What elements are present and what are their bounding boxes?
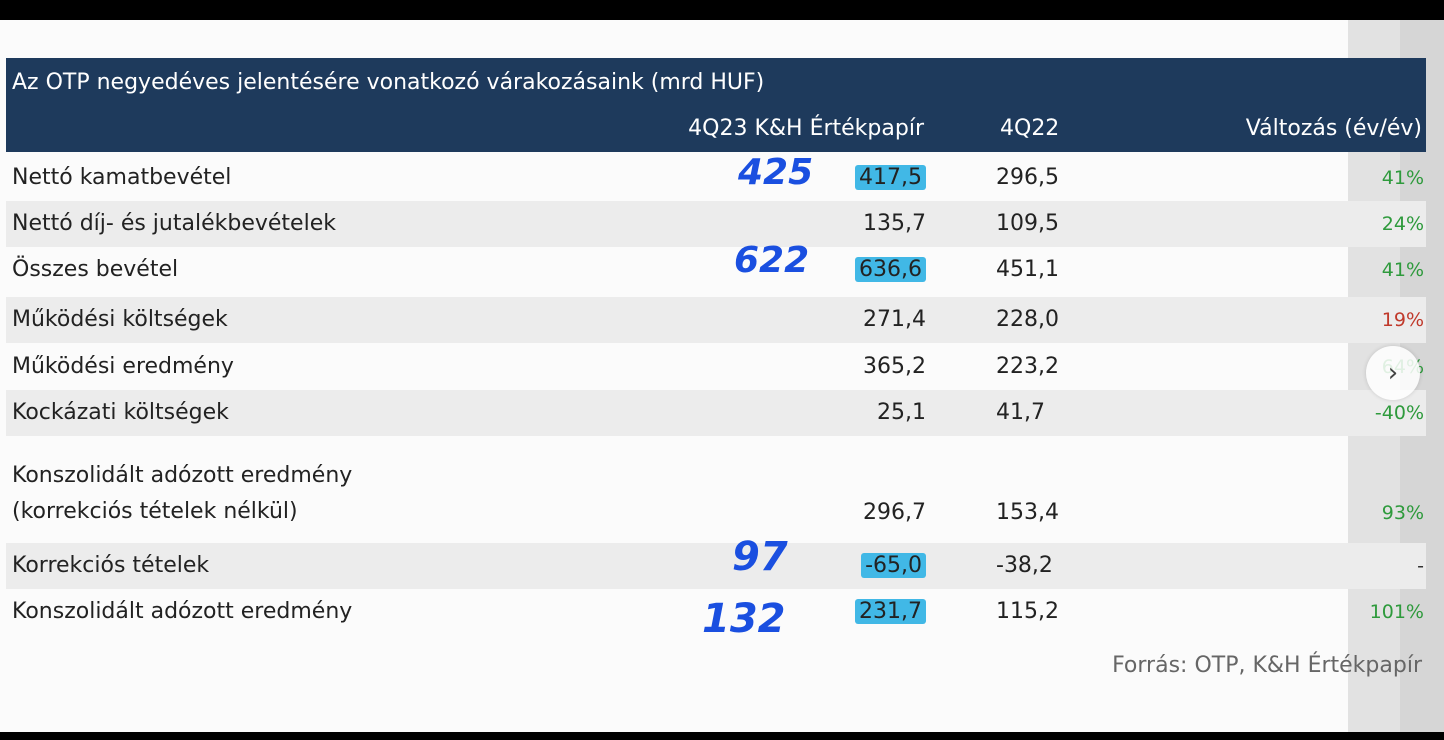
source-note: Forrás: OTP, K&H Értékpapír — [1112, 653, 1422, 678]
table-row: Korrekciós tételek -65,0 -38,2 - — [6, 543, 1426, 589]
prior-cell: 223,2 — [996, 354, 1059, 379]
next-button[interactable]: › — [1366, 346, 1420, 400]
row-label: Működési eredmény — [12, 354, 234, 379]
column-header-prior: 4Q22 — [1000, 116, 1060, 141]
estimate-cell: 365,2 — [863, 354, 926, 379]
handwritten-note: 132 — [702, 596, 786, 642]
prior-cell: 153,4 — [996, 500, 1059, 525]
row-label-line2: (korrekciós tételek nélkül) — [12, 499, 298, 524]
estimate-cell: 25,1 — [877, 400, 926, 425]
prior-cell: 296,5 — [996, 165, 1059, 190]
row-label: Kockázati költségek — [12, 400, 229, 425]
change-cell: 24% — [1381, 213, 1424, 235]
estimate-cell: 417,5 — [855, 165, 926, 190]
change-cell: - — [1417, 555, 1424, 577]
change-cell: 93% — [1381, 502, 1424, 524]
table-row: Működési költségek 271,4 228,0 19% — [6, 297, 1426, 343]
row-label: Összes bevétel — [12, 257, 179, 282]
change-cell: -40% — [1374, 402, 1424, 424]
table-row: Konszolidált adózott eredmény 231,7 115,… — [6, 589, 1426, 635]
table-row: Összes bevétel 636,6 451,1 41% — [6, 247, 1426, 293]
prior-cell: 451,1 — [996, 257, 1059, 282]
prior-cell: -38,2 — [996, 553, 1053, 578]
chevron-right-icon: › — [1387, 358, 1399, 388]
column-header-change: Változás (év/év) — [1245, 116, 1422, 141]
handwritten-note: 622 — [734, 240, 810, 281]
prior-cell: 109,5 — [996, 211, 1059, 236]
estimate-cell: -65,0 — [861, 553, 926, 578]
prior-cell: 115,2 — [996, 599, 1059, 624]
prior-cell: 228,0 — [996, 307, 1059, 332]
row-label: Nettó díj- és jutalékbevételek — [12, 211, 336, 236]
row-label: Konszolidált adózott eredmény — [12, 599, 353, 624]
row-label: Működési költségek — [12, 307, 228, 332]
bottom-bar — [0, 732, 1444, 740]
row-label: Nettó kamatbevétel — [12, 165, 232, 190]
table-row: Konszolidált adózott eredmény (korrekció… — [6, 450, 1426, 536]
estimate-cell: 231,7 — [855, 599, 926, 624]
prior-cell: 41,7 — [996, 400, 1045, 425]
table-row: Nettó kamatbevétel 417,5 296,5 41% — [6, 155, 1426, 201]
row-label: Korrekciós tételek — [12, 553, 210, 578]
table-title: Az OTP negyedéves jelentésére vonatkozó … — [12, 70, 765, 95]
table-row: Kockázati költségek 25,1 41,7 -40% — [6, 390, 1426, 436]
table-header: Az OTP negyedéves jelentésére vonatkozó … — [6, 58, 1426, 152]
change-cell: 101% — [1369, 601, 1424, 623]
estimate-cell: 135,7 — [863, 211, 926, 236]
handwritten-note: 425 — [738, 152, 814, 193]
handwritten-note: 97 — [732, 534, 788, 580]
change-cell: 41% — [1381, 167, 1424, 189]
row-label: Konszolidált adózott eredmény (korrekció… — [12, 458, 352, 530]
change-cell: 19% — [1381, 309, 1424, 331]
top-bar — [0, 0, 1444, 20]
row-label-line1: Konszolidált adózott eredmény — [12, 463, 353, 488]
table-row: Működési eredmény 365,2 223,2 64% — [6, 344, 1426, 390]
table-row: Nettó díj- és jutalékbevételek 135,7 109… — [6, 201, 1426, 247]
estimate-cell: 296,7 — [863, 500, 926, 525]
change-cell: 41% — [1381, 259, 1424, 281]
estimate-cell: 271,4 — [863, 307, 926, 332]
column-header-estimate: 4Q23 K&H Értékpapír — [688, 116, 924, 141]
estimate-cell: 636,6 — [855, 257, 926, 282]
